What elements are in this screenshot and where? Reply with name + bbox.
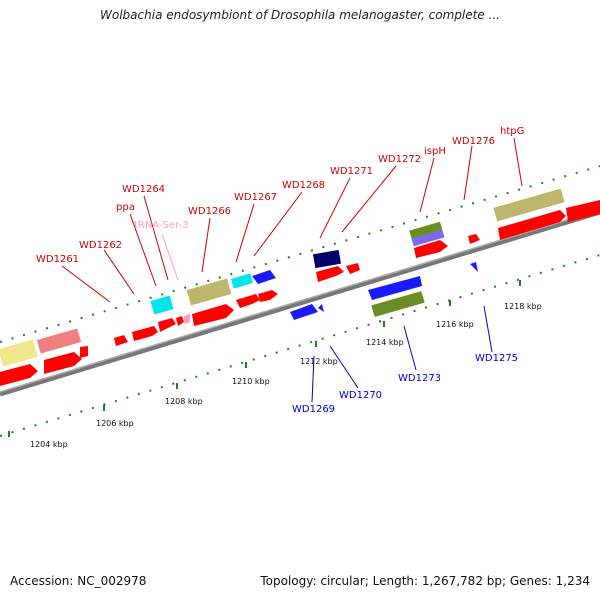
scale-ticks — [8, 280, 521, 437]
map-title: Wolbachia endosymbiont of Drosophila mel… — [100, 8, 500, 22]
scale-label: 1206 kbp — [96, 419, 134, 428]
upper-lane — [0, 165, 600, 343]
gene-label-wd1276: WD1276 — [452, 136, 495, 147]
gene-label-wd1270: WD1270 — [339, 390, 382, 401]
gene-label-wd1268: WD1268 — [282, 180, 325, 191]
gene-label-wd1273: WD1273 — [398, 373, 441, 384]
gene-label-isph: ispH — [424, 146, 446, 157]
scale-label: 1210 kbp — [232, 377, 270, 386]
scale-labels: 1204 kbp 1206 kbp 1208 kbp 1210 kbp 1212… — [30, 302, 542, 449]
gene-label-ppa: ppa — [116, 202, 135, 213]
gene-label-wd1267: WD1267 — [234, 192, 277, 203]
gene-label-wd1271: WD1271 — [330, 166, 373, 177]
accession-text: Accession: NC_002978 — [10, 574, 147, 588]
lower-lane — [0, 254, 600, 437]
scale-label: 1214 kbp — [366, 338, 404, 347]
genome-backbone — [0, 209, 600, 397]
gene-label-wd1269: WD1269 — [292, 404, 335, 415]
lower-features — [290, 262, 478, 320]
upper-features — [0, 188, 600, 386]
trna-leader — [161, 233, 179, 281]
gene-label-wd1266: WD1266 — [188, 206, 231, 217]
scale-label: 1208 kbp — [165, 397, 203, 406]
top-leaders — [61, 137, 523, 303]
genome-stats-text: Topology: circular; Length: 1,267,782 bp… — [260, 574, 590, 588]
gene-label-wd1261: WD1261 — [36, 254, 79, 265]
gene-label-trna-ser-3: tRNA-Ser-3 — [134, 220, 189, 231]
gene-label-wd1262: WD1262 — [79, 240, 122, 251]
scale-label: 1218 kbp — [504, 302, 542, 311]
scale-label: 1204 kbp — [30, 440, 68, 449]
gene-label-wd1275: WD1275 — [475, 353, 518, 364]
bottom-leaders — [311, 305, 493, 403]
gene-label-wd1272: WD1272 — [378, 154, 421, 165]
scale-label: 1216 kbp — [436, 320, 474, 329]
gene-label-htpg: htpG — [500, 126, 524, 137]
scale-label: 1212 kbp — [300, 357, 338, 366]
gene-label-wd1264: WD1264 — [122, 184, 165, 195]
